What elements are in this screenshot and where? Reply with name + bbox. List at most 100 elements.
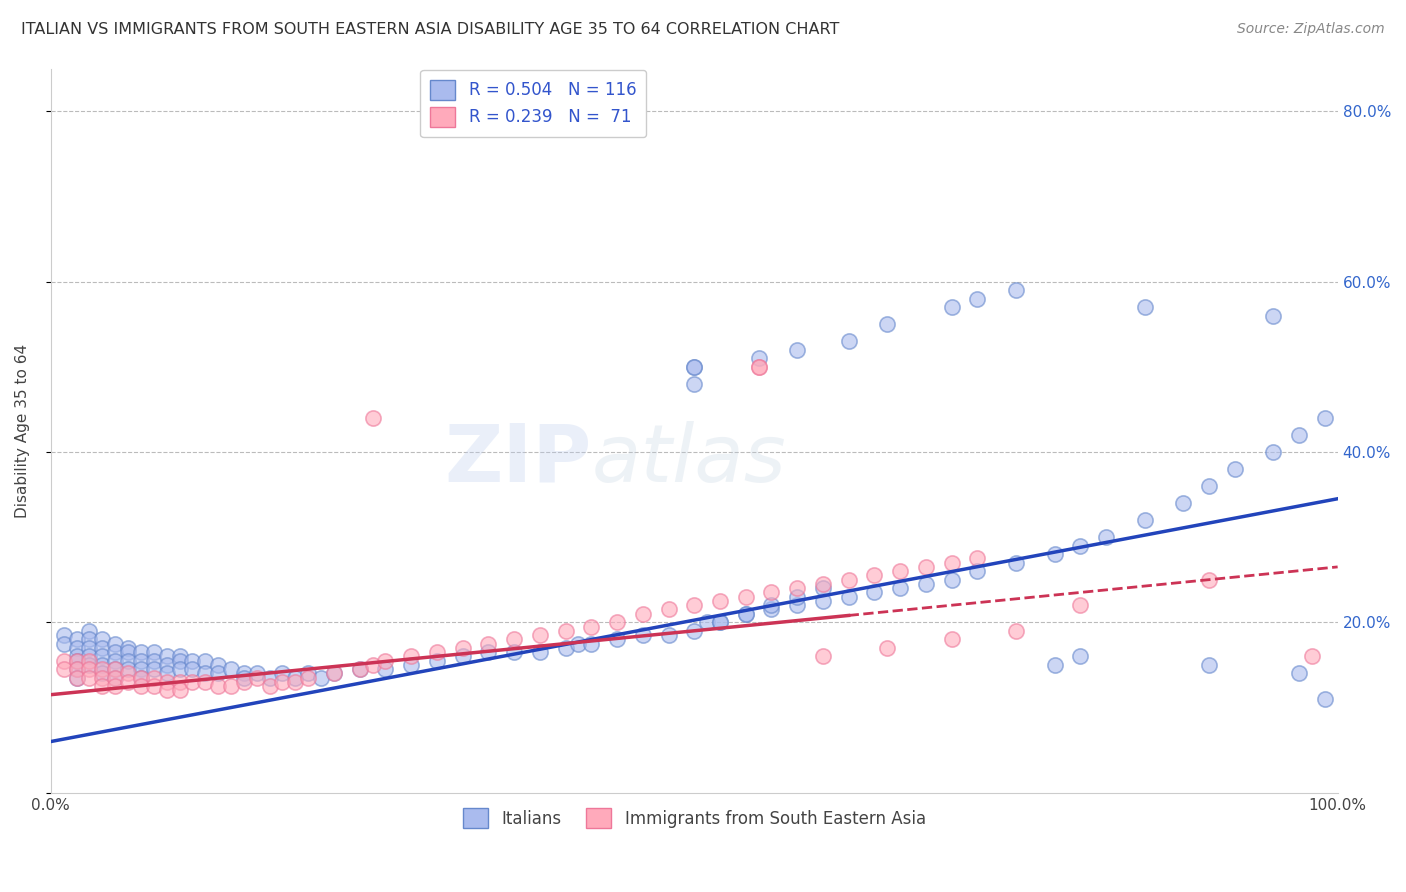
Point [91,662,114,676]
Point [232,666,254,681]
Point [748,359,770,374]
Point [1069,599,1091,613]
Point [581,619,603,633]
Point [79,654,101,668]
Point [361,657,384,672]
Point [117,640,139,655]
Point [52,654,75,668]
Point [889,581,911,595]
Point [65,632,87,647]
Point [529,645,551,659]
Point [194,654,217,668]
Point [374,662,396,676]
Text: ITALIAN VS IMMIGRANTS FROM SOUTH EASTERN ASIA DISABILITY AGE 35 TO 64 CORRELATIO: ITALIAN VS IMMIGRANTS FROM SOUTH EASTERN… [21,22,839,37]
Point [104,636,127,650]
Point [349,662,371,676]
Point [683,376,706,391]
Point [838,334,860,348]
Point [129,671,152,685]
Point [811,649,834,664]
Point [65,654,87,668]
Point [734,607,756,621]
Point [748,359,770,374]
Point [79,662,101,676]
Point [399,657,422,672]
Point [65,662,87,676]
Point [941,556,963,570]
Point [941,632,963,647]
Point [142,645,165,659]
Point [915,577,938,591]
Point [786,581,808,595]
Point [1263,309,1285,323]
Point [1198,479,1220,493]
Point [284,671,307,685]
Point [232,671,254,685]
Point [117,662,139,676]
Point [284,674,307,689]
Point [761,602,783,616]
Point [104,662,127,676]
Point [554,640,576,655]
Point [863,568,886,582]
Point [1069,539,1091,553]
Point [1198,573,1220,587]
Point [65,640,87,655]
Point [631,628,654,642]
Point [361,410,384,425]
Point [246,666,269,681]
Point [259,671,281,685]
Point [477,645,499,659]
Point [207,657,229,672]
Point [259,679,281,693]
Point [1263,445,1285,459]
Point [79,640,101,655]
Point [91,671,114,685]
Point [683,359,706,374]
Legend: Italians, Immigrants from South Eastern Asia: Italians, Immigrants from South Eastern … [456,801,932,835]
Point [876,640,898,655]
Point [709,615,731,630]
Point [1133,300,1156,314]
Point [503,632,526,647]
Point [606,632,628,647]
Point [323,666,346,681]
Point [567,636,589,650]
Point [657,628,679,642]
Point [219,662,242,676]
Point [966,551,988,566]
Point [761,585,783,599]
Point [181,662,204,676]
Point [142,662,165,676]
Point [129,654,152,668]
Point [91,679,114,693]
Point [104,662,127,676]
Point [683,624,706,638]
Point [91,666,114,681]
Point [811,581,834,595]
Point [811,594,834,608]
Text: ZIP: ZIP [444,420,592,499]
Point [65,662,87,676]
Point [554,624,576,638]
Point [142,679,165,693]
Point [477,636,499,650]
Point [142,654,165,668]
Point [297,671,319,685]
Point [1005,283,1028,297]
Point [65,671,87,685]
Point [657,602,679,616]
Point [709,615,731,630]
Point [156,674,179,689]
Point [748,351,770,366]
Point [129,645,152,659]
Point [79,632,101,647]
Point [1005,556,1028,570]
Point [142,671,165,685]
Point [52,628,75,642]
Point [709,594,731,608]
Point [374,654,396,668]
Point [451,649,474,664]
Point [915,560,938,574]
Point [219,679,242,693]
